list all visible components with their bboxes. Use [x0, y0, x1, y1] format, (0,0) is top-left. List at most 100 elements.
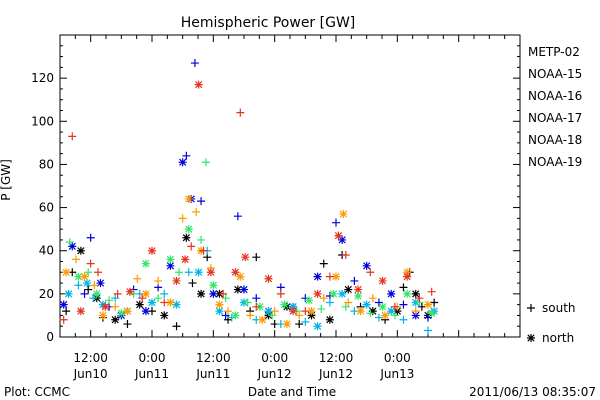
- x-tick-time-label: 0:00: [384, 351, 411, 365]
- y-tick-label: 0: [46, 330, 54, 344]
- south-marker: [80, 289, 89, 298]
- north-marker: [313, 322, 322, 331]
- south-marker: [276, 289, 285, 298]
- north-marker: [403, 268, 412, 277]
- north-marker: [194, 80, 203, 89]
- south-marker: [319, 259, 328, 268]
- south-marker: [368, 294, 377, 303]
- south-marker: [243, 298, 252, 307]
- south-marker: [94, 268, 103, 277]
- legend-entry: NOAA-19: [528, 155, 582, 169]
- north-marker: [231, 311, 240, 320]
- south-marker: [201, 158, 210, 167]
- south-marker: [154, 276, 163, 285]
- north-marker: [166, 298, 175, 307]
- south-marker: [236, 108, 245, 117]
- north-marker: [215, 307, 224, 316]
- north-marker: [92, 289, 101, 298]
- south-marker: [415, 294, 424, 303]
- x-tick-time-label: 0:00: [261, 351, 288, 365]
- south-marker: [113, 289, 122, 298]
- north-marker: [166, 255, 175, 264]
- north-marker: [215, 300, 224, 309]
- south-marker: [374, 313, 383, 322]
- north-marker: [236, 272, 245, 281]
- north-marker: [280, 300, 289, 309]
- south-marker: [252, 302, 261, 311]
- south-marker: [399, 315, 408, 324]
- south-marker: [224, 307, 233, 316]
- south-marker: [270, 307, 279, 316]
- south-marker: [182, 151, 191, 160]
- x-tick-date-label: Jun11: [195, 367, 230, 381]
- north-marker: [96, 279, 105, 288]
- axes: 0 20 40 60 80 100 120 12:00 Jun10 0:00 Jun11 12:00 J…: [31, 35, 521, 381]
- north-marker: [101, 302, 110, 311]
- south-marker: [221, 294, 230, 303]
- north-marker: [123, 307, 132, 316]
- south-marker: [197, 197, 206, 206]
- north-marker: [334, 231, 343, 240]
- x-tick-date-label: Jun13: [379, 367, 414, 381]
- south-marker: [160, 298, 169, 307]
- north-marker: [338, 235, 347, 244]
- y-tick-label: 80: [39, 157, 54, 171]
- south-marker: [68, 132, 77, 141]
- south-marker: [341, 302, 350, 311]
- north-marker: [197, 289, 206, 298]
- north-marker: [362, 261, 371, 270]
- south-marker: [374, 298, 383, 307]
- north-marker: [354, 292, 363, 301]
- north-marker: [233, 285, 242, 294]
- south-marker: [111, 294, 120, 303]
- north-marker: [289, 302, 298, 311]
- south-marker: [350, 276, 359, 285]
- south-marker: [344, 298, 353, 307]
- north-marker: [289, 307, 298, 316]
- plot-credit: Plot: CCMC: [4, 385, 70, 399]
- south-marker: [123, 320, 132, 329]
- north-marker: [378, 302, 387, 311]
- north-marker: [141, 307, 150, 316]
- south-marker: [71, 255, 80, 264]
- north-marker: [160, 311, 169, 320]
- north-symbol: [527, 334, 535, 342]
- south-marker: [199, 246, 208, 255]
- south-marker: [65, 238, 74, 247]
- north-marker: [240, 285, 248, 294]
- south-marker: [90, 281, 99, 290]
- x-tick-date-label: Jun12: [318, 367, 353, 381]
- south-marker: [399, 283, 408, 292]
- south-marker: [187, 242, 196, 251]
- north-marker: [76, 307, 85, 316]
- south-marker: [233, 212, 242, 221]
- north-marker: [362, 300, 371, 309]
- series-noaa-15: [59, 59, 432, 322]
- north-marker: [307, 307, 316, 316]
- south-marker: [172, 322, 181, 331]
- north-marker: [339, 210, 348, 219]
- north-marker: [325, 315, 334, 324]
- south-marker: [319, 294, 328, 303]
- south-marker: [295, 311, 304, 320]
- south-marker: [174, 268, 183, 277]
- data-marks: [59, 59, 439, 335]
- legend-entry: NOAA-17: [528, 111, 582, 125]
- y-tick-label: 60: [39, 201, 54, 215]
- north-marker: [338, 289, 347, 298]
- north-marker: [307, 311, 316, 320]
- south-marker: [160, 289, 169, 298]
- north-marker: [181, 255, 190, 264]
- south-marker: [366, 268, 375, 277]
- south-marker: [399, 300, 408, 309]
- legend-entry: NOAA-15: [528, 67, 582, 81]
- north-marker: [80, 272, 89, 281]
- south-marker: [252, 253, 261, 262]
- south-marker: [317, 304, 326, 313]
- south-symbol: [527, 304, 535, 312]
- north-marker: [258, 315, 267, 324]
- north-marker: [68, 242, 77, 251]
- south-marker: [427, 287, 436, 296]
- north-marker: [135, 300, 144, 309]
